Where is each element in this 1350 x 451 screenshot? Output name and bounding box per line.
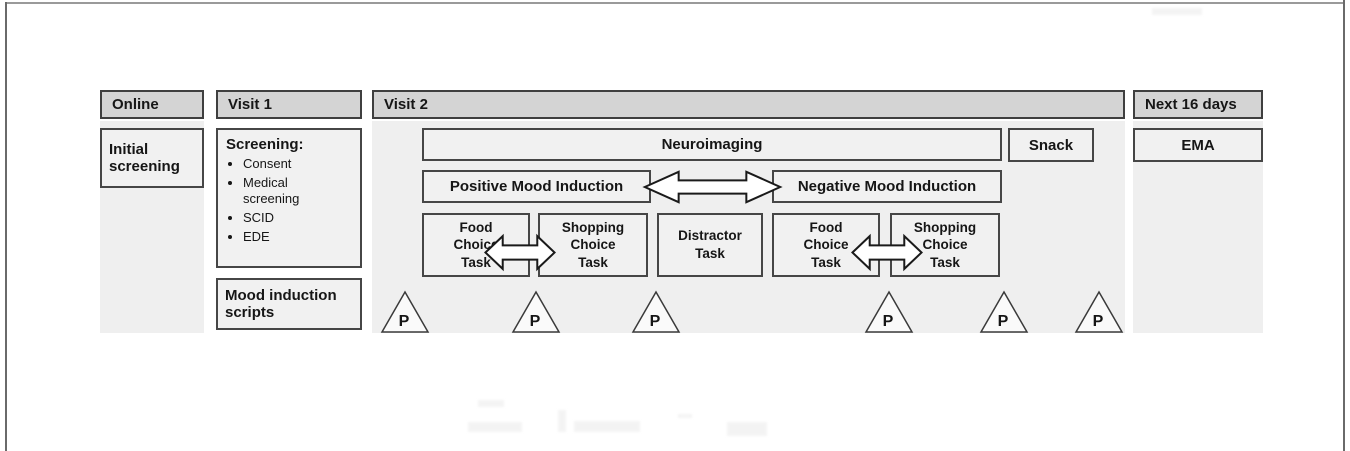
phase-header-visit1: Visit 1 (216, 90, 362, 119)
timepoint-p-label-6: P (1093, 313, 1104, 330)
ghost-text-artifact (1152, 8, 1202, 15)
ghost-text-artifact (678, 414, 692, 418)
timepoint-p-label-5: P (998, 313, 1009, 330)
box-snack: Snack (1008, 128, 1094, 162)
ghost-text-artifact (468, 422, 522, 432)
phase-header-visit2: Visit 2 (372, 90, 1125, 119)
screening-title: Screening: (226, 136, 304, 153)
ghost-text-artifact (478, 400, 504, 407)
box-negative-mood-induction: Negative Mood Induction (772, 170, 1002, 203)
mood-induction-double-arrow-icon (642, 168, 783, 206)
box-initial-screening: Initial screening (100, 128, 204, 188)
food-choice-task-1-label: Food Choice Task (453, 219, 499, 270)
timepoint-triangle-icon-2: P (511, 290, 561, 333)
page-border-left (5, 2, 7, 451)
box-mood-induction-scripts: Mood induction scripts (216, 278, 362, 330)
box-screening: Screening: Consent Medical screening SCI… (216, 128, 362, 268)
screening-item-medical: Medical screening (243, 175, 315, 208)
timepoint-triangle-icon-3: P (631, 290, 681, 333)
ghost-text-artifact (727, 422, 767, 436)
shopping-choice-task-1-label: Shopping Choice Task (561, 219, 625, 270)
timepoint-p-label-4: P (883, 313, 894, 330)
phase-header-next16-label: Next 16 days (1145, 96, 1237, 113)
page-border-top (5, 2, 1344, 4)
phase-header-visit2-label: Visit 2 (384, 96, 428, 113)
box-neuroimaging: Neuroimaging (422, 128, 1002, 161)
ghost-text-artifact (574, 421, 640, 432)
timepoint-triangle-icon-1: P (380, 290, 430, 333)
box-distractor-task: Distractor Task (657, 213, 763, 277)
initial-screening-label: Initial screening (109, 141, 180, 175)
box-ema: EMA (1133, 128, 1263, 162)
page-border-right (1343, 0, 1345, 451)
phase-header-online: Online (100, 90, 204, 119)
food-choice-task-2-label: Food Choice Task (803, 219, 849, 270)
mood-induction-scripts-label: Mood induction scripts (225, 287, 337, 321)
timepoint-p-label-3: P (650, 313, 661, 330)
timepoint-p-label-2: P (530, 313, 541, 330)
screening-item-consent: Consent (243, 156, 315, 173)
shopping-choice-task-2-label: Shopping Choice Task (913, 219, 977, 270)
timepoint-triangle-icon-5: P (979, 290, 1029, 333)
choice-task-double-arrow-icon-1 (484, 232, 556, 273)
phase-header-next16: Next 16 days (1133, 90, 1263, 119)
neuroimaging-label: Neuroimaging (661, 136, 763, 153)
snack-label: Snack (1028, 136, 1074, 154)
negative-mood-induction-label: Negative Mood Induction (797, 178, 977, 195)
box-shopping-choice-task-1: Shopping Choice Task (538, 213, 648, 277)
phase-header-visit1-label: Visit 1 (228, 96, 272, 113)
screening-item-ede: EDE (243, 229, 315, 246)
timepoint-triangle-icon-6: P (1074, 290, 1124, 333)
positive-mood-induction-label: Positive Mood Induction (449, 178, 624, 195)
screening-item-scid: SCID (243, 210, 315, 227)
choice-task-double-arrow-icon-2 (851, 232, 923, 273)
box-positive-mood-induction: Positive Mood Induction (422, 170, 651, 203)
ghost-text-artifact (558, 410, 566, 432)
timepoint-p-label-1: P (399, 313, 410, 330)
ema-label: EMA (1181, 136, 1215, 154)
phase-header-online-label: Online (112, 96, 159, 113)
screening-list: Consent Medical screening SCID EDE (226, 156, 315, 247)
timepoint-triangle-icon-4: P (864, 290, 914, 333)
distractor-task-label: Distractor Task (678, 228, 742, 261)
